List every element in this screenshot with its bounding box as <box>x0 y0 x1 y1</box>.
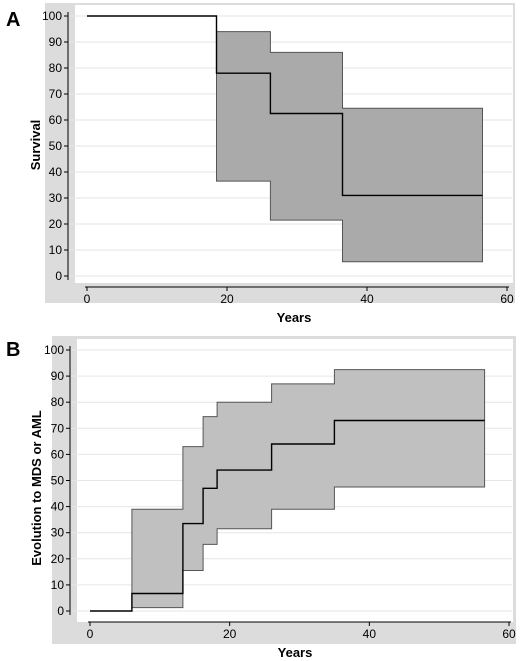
panel-b-y-tick-label: 50 <box>51 474 65 488</box>
panel-a-y-tick-label: 30 <box>49 191 63 205</box>
panel-a-label: A <box>6 9 20 31</box>
panel-a-y-tick-label: 100 <box>42 9 62 23</box>
panel-b-estimate-line <box>90 419 485 612</box>
panel-b-y-tick-label: 20 <box>51 552 65 566</box>
panel-b-y-tick-label: 30 <box>51 526 65 540</box>
panel-b-y-tick-label: 60 <box>51 447 65 461</box>
panel-b-y-tick-label: 10 <box>51 578 65 592</box>
panel-b-x-axis-title: Years <box>278 645 313 660</box>
panel-a-y-tick-label: 50 <box>49 139 63 153</box>
panel-a-y-tick-label: 60 <box>49 113 63 127</box>
panel-a-y-axis-title: Survival <box>28 120 43 171</box>
panel-a-x-tick-label: 0 <box>84 292 91 306</box>
panel-a-y-tick-label: 40 <box>49 165 63 179</box>
panel-b-y-tick-label: 40 <box>51 500 65 514</box>
panel-b-x-tick-label: 40 <box>363 627 377 641</box>
panel-b-y-tick-label: 70 <box>51 421 65 435</box>
panel-a-x-tick-label: 40 <box>360 292 374 306</box>
panel-a-estimate-line <box>87 15 483 197</box>
panel-b-x-tick-label: 0 <box>87 627 94 641</box>
panel-b-y-tick-label: 80 <box>51 395 65 409</box>
panel-a-x-tick-label: 20 <box>220 292 234 306</box>
panel-b: B Years Evolution to MDS or AML 0 10 20 30 4… <box>6 336 516 660</box>
panel-b-y-axis-title: Evolution to MDS or AML <box>29 410 44 566</box>
panel-a-y-tick-label: 0 <box>55 269 62 283</box>
panel-b-y-tick-label: 0 <box>57 604 64 618</box>
panel-b-y-tick-label: 90 <box>51 369 65 383</box>
panel-b-confidence-band <box>131 369 486 609</box>
panel-b-x-tick-label: 60 <box>502 627 516 641</box>
panel-b-label: B <box>6 339 20 361</box>
panel-a-x-axis-title: Years <box>277 310 312 325</box>
panel-b-y-tick-label: 100 <box>44 343 64 357</box>
panel-a-y-tick-label: 90 <box>49 35 63 49</box>
panel-a-y-tick-label: 70 <box>49 87 63 101</box>
panel-a-y-tick-label: 80 <box>49 61 63 75</box>
panel-a-x-tick-label: 60 <box>500 292 514 306</box>
panel-a-y-tick-label: 20 <box>49 217 63 231</box>
panel-a-y-tick-label: 10 <box>49 243 63 257</box>
panel-a-confidence-band <box>216 31 483 263</box>
panel-a: A Years Survival 0 10 20 30 40 50 60 70 80 90 100 0… <box>6 3 515 325</box>
panel-b-x-tick-label: 20 <box>223 627 237 641</box>
